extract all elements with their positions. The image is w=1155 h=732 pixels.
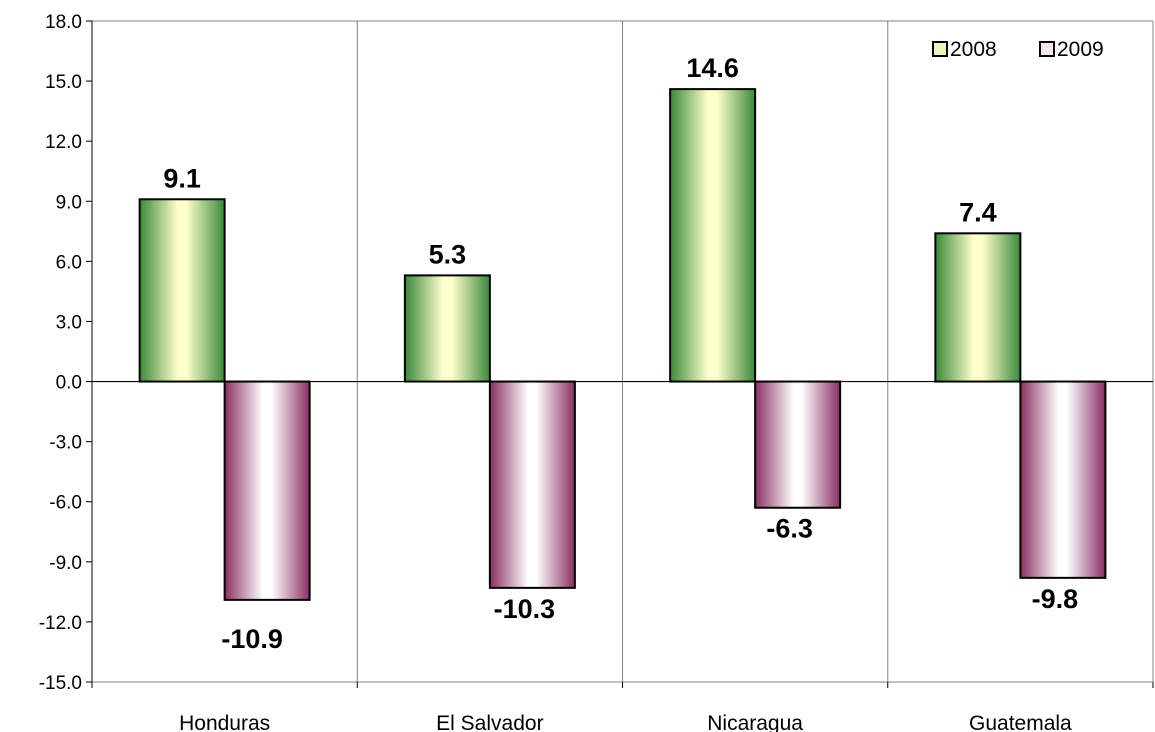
y-tick-label: 0.0	[56, 373, 82, 394]
y-tick-label: 12.0	[45, 132, 82, 153]
data-label-2009: -9.8	[1032, 584, 1079, 614]
y-tick-label: 18.0	[45, 12, 82, 33]
data-label-2008: 14.6	[686, 53, 739, 83]
bar-2009	[754, 380, 842, 509]
y-tick-label: 3.0	[56, 312, 82, 333]
data-label-2009: -10.9	[221, 624, 283, 654]
data-label-2009: -6.3	[766, 514, 813, 544]
bar-2008	[403, 274, 491, 383]
y-tick-label: -3.0	[49, 433, 82, 454]
data-label-2008: 7.4	[959, 197, 997, 227]
bar-layer	[138, 88, 1107, 601]
x-category-label: Honduras	[179, 712, 270, 732]
bar-2009	[1019, 380, 1107, 579]
bar-2008	[138, 198, 226, 383]
bar-2008	[934, 232, 1022, 383]
legend: 2008 2009	[932, 38, 1104, 61]
bar-2009	[488, 380, 576, 589]
y-tick-label: 9.0	[56, 192, 82, 213]
y-tick-label: 6.0	[56, 252, 82, 273]
bar-2008	[669, 88, 757, 383]
y-tick-label: -9.0	[49, 553, 82, 574]
legend-swatch-2009	[1039, 41, 1055, 57]
axis-layer: 18.0 15.0 12.0 9.0 6.0 3.0 0.0 -3.0 -6.0 -9.0 -12.…	[39, 12, 1154, 732]
y-tick-label: -6.0	[49, 493, 82, 514]
bar-2009	[223, 380, 311, 601]
y-tick-label: -15.0	[39, 673, 82, 694]
label-layer: 9.1 -10.9 5.3 -10.3 14.6 -6.3 7.4 -9.8	[163, 53, 1078, 654]
data-label-2009: -10.3	[494, 594, 556, 624]
data-label-2008: 9.1	[163, 163, 201, 193]
legend-label-2008: 2008	[950, 38, 997, 61]
y-tick-label: -12.0	[39, 613, 82, 634]
y-tick-label: 15.0	[45, 72, 82, 93]
x-category-label: Guatemala	[969, 712, 1072, 732]
legend-label-2009: 2009	[1057, 38, 1104, 61]
x-category-label: El Salvador	[436, 712, 543, 732]
x-category-label: Nicaragua	[707, 712, 803, 732]
legend-swatch-2008	[932, 41, 948, 57]
data-label-2008: 5.3	[429, 239, 467, 269]
